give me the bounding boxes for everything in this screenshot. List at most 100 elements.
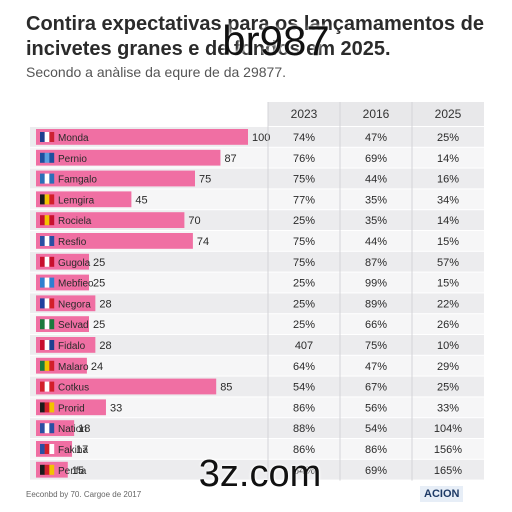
table-cell: 26% [437,319,459,331]
bar-value-label: 28 [99,298,111,310]
bar-value-label: 74 [197,236,209,248]
table-cell: 86% [293,444,315,456]
flag-icon [44,236,50,246]
table-row-background [30,293,484,314]
row-label: Fakiha [58,445,88,456]
table-cell: 25% [293,298,315,310]
source-footer: Eeconbd by 70. Cargoe de 2017 [26,490,142,499]
flag-icon [49,464,55,475]
flag-icon [49,256,55,267]
table-row-background [30,335,484,355]
flag-icon [40,360,45,371]
row-label: Fidalo [58,341,86,352]
flag-icon [49,215,55,226]
table-row-background [30,272,484,293]
table-cell: 54% [293,382,315,394]
table-cell: 14% [437,153,459,165]
row-label: Monda [58,133,89,144]
table-header-background [268,102,484,126]
bar-monda [36,129,248,145]
table-cell: 34% [437,194,459,206]
bar-cotkus [36,378,217,395]
table-cell: 64% [293,465,315,477]
table-row-background [30,397,484,418]
table-row-background [30,189,484,210]
table-cell: 22% [437,298,459,310]
table-cell: 75% [365,340,387,352]
table-row-background [30,314,484,334]
table-cell: 99% [365,278,387,290]
table-cell: 74% [293,132,315,144]
overlay-watermark-top: br987 [222,17,330,64]
flag-icon [49,340,55,350]
table-cell: 44% [365,236,387,248]
flag-icon [44,444,50,454]
bar-value-label: 100 [252,132,270,144]
table-cell: 75% [293,257,315,269]
bar-value-label: 45 [135,194,147,206]
table-cell: 14% [437,215,459,227]
bar-value-label: 17 [76,444,88,456]
table-row-background [30,355,484,376]
row-label: Malaro [58,362,89,373]
table-cell: 16% [437,174,459,186]
flag-icon [49,319,55,330]
flag-icon [40,236,45,246]
flag-icon [40,381,45,392]
flag-icon [49,194,55,205]
bar-famgalo [36,170,195,187]
bar-value-label: 15 [72,465,84,477]
flag-icon [40,215,45,226]
table-cell: 25% [293,278,315,290]
table-cell: 69% [365,153,387,165]
bar-value-label: 75 [199,174,211,186]
flag-icon [49,173,55,184]
bar-value-label: 18 [78,423,90,435]
bar-pernio [36,149,221,166]
table-row-background [30,439,484,459]
table-cell: 86% [365,444,387,456]
table-cell: 89% [365,298,387,310]
flag-icon [40,298,45,309]
row-label: Penfia [58,466,87,477]
table-cell: 75% [293,174,315,186]
flag-icon [44,360,50,371]
flag-icon [49,381,55,392]
row-label: Rociela [58,216,92,227]
flag-icon [40,256,45,267]
flag-icon [44,340,50,350]
flag-icon [40,132,45,142]
flag-icon [49,277,55,288]
table-row-background [30,251,484,272]
flag-icon [49,132,55,142]
overlay-watermark-bottom: 3z.com [198,453,322,495]
table-cell: 88% [293,423,315,435]
flag-icon [40,152,45,163]
row-label: Nation [58,424,87,435]
flag-icon [40,402,45,413]
flag-icon [40,464,45,475]
bar-value-label: 33 [110,402,122,414]
table-cell: 44% [365,174,387,186]
table-cell: 35% [365,194,387,206]
flag-icon [49,236,55,246]
table-cell: 67% [365,382,387,394]
bar-value-label: 28 [99,340,111,352]
table-cell: 104% [434,423,462,435]
table-cell: 29% [437,361,459,373]
flag-icon [44,277,50,288]
row-label: Lemgira [58,195,95,206]
table-cell: 47% [365,132,387,144]
flag-icon [44,215,50,226]
column-header: 2023 [291,107,318,121]
table-cell: 156% [434,444,462,456]
flag-icon [44,464,50,475]
flag-icon [40,423,45,434]
table-cell: 69% [365,465,387,477]
brand-logo: ACION [420,486,464,502]
table-cell: 25% [437,132,459,144]
table-cell: 66% [365,319,387,331]
flag-icon [40,277,45,288]
table-row-background [30,459,484,480]
table-cell: 76% [293,153,315,165]
